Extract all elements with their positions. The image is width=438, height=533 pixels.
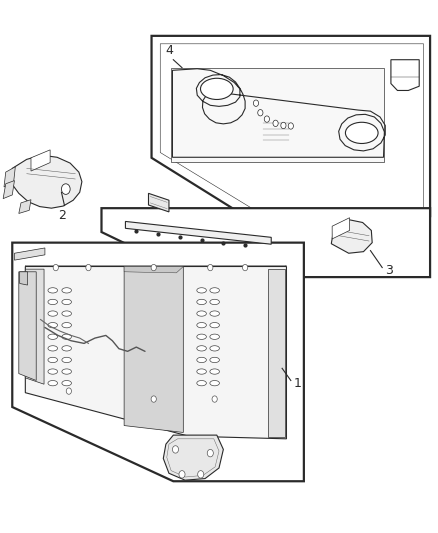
Ellipse shape — [62, 346, 71, 351]
Text: 2: 2 — [58, 209, 66, 222]
Ellipse shape — [197, 334, 206, 340]
Ellipse shape — [197, 300, 206, 305]
Ellipse shape — [210, 300, 219, 305]
Ellipse shape — [197, 288, 206, 293]
Ellipse shape — [62, 322, 71, 328]
Text: 4: 4 — [165, 44, 173, 57]
Text: 1: 1 — [294, 377, 302, 390]
Polygon shape — [331, 220, 372, 253]
Polygon shape — [124, 266, 184, 273]
Ellipse shape — [210, 346, 219, 351]
Ellipse shape — [48, 311, 57, 316]
Ellipse shape — [201, 78, 233, 100]
Circle shape — [253, 100, 258, 107]
Circle shape — [173, 446, 179, 453]
Ellipse shape — [210, 311, 219, 316]
Polygon shape — [102, 208, 430, 277]
Ellipse shape — [197, 369, 206, 374]
Polygon shape — [20, 272, 28, 285]
Circle shape — [179, 471, 185, 478]
Polygon shape — [124, 266, 184, 432]
Polygon shape — [152, 36, 430, 216]
Ellipse shape — [210, 381, 219, 386]
Ellipse shape — [197, 381, 206, 386]
Ellipse shape — [62, 311, 71, 316]
Ellipse shape — [48, 288, 57, 293]
Polygon shape — [148, 193, 169, 212]
Ellipse shape — [197, 311, 206, 316]
Circle shape — [61, 184, 70, 195]
Ellipse shape — [62, 334, 71, 340]
Polygon shape — [14, 248, 45, 260]
Polygon shape — [25, 266, 286, 439]
Circle shape — [151, 264, 156, 271]
Circle shape — [243, 264, 248, 271]
Circle shape — [207, 449, 213, 457]
Ellipse shape — [62, 300, 71, 305]
Polygon shape — [25, 265, 286, 273]
Ellipse shape — [346, 122, 378, 143]
Polygon shape — [11, 155, 82, 208]
Polygon shape — [4, 167, 15, 187]
Circle shape — [212, 396, 217, 402]
Polygon shape — [12, 243, 304, 481]
Circle shape — [281, 122, 286, 128]
Polygon shape — [163, 435, 223, 480]
Ellipse shape — [48, 346, 57, 351]
Circle shape — [288, 123, 293, 129]
Circle shape — [208, 264, 213, 271]
Polygon shape — [19, 272, 36, 381]
Ellipse shape — [62, 369, 71, 374]
Ellipse shape — [210, 322, 219, 328]
Ellipse shape — [197, 346, 206, 351]
Ellipse shape — [210, 288, 219, 293]
Circle shape — [151, 396, 156, 402]
Polygon shape — [332, 217, 350, 239]
Polygon shape — [25, 269, 44, 384]
Ellipse shape — [48, 381, 57, 386]
Polygon shape — [125, 221, 271, 244]
Polygon shape — [31, 150, 50, 171]
Ellipse shape — [48, 322, 57, 328]
Ellipse shape — [62, 357, 71, 362]
Ellipse shape — [210, 357, 219, 362]
Ellipse shape — [48, 369, 57, 374]
Polygon shape — [3, 181, 14, 199]
Polygon shape — [268, 269, 285, 437]
Ellipse shape — [62, 381, 71, 386]
Circle shape — [66, 388, 71, 394]
Text: 3: 3 — [385, 264, 393, 277]
Circle shape — [198, 471, 204, 478]
Circle shape — [264, 116, 269, 122]
Circle shape — [53, 264, 58, 271]
Ellipse shape — [62, 288, 71, 293]
Circle shape — [86, 264, 91, 271]
Circle shape — [258, 110, 263, 116]
Polygon shape — [171, 68, 385, 161]
Ellipse shape — [48, 300, 57, 305]
Ellipse shape — [48, 357, 57, 362]
Polygon shape — [19, 200, 31, 214]
Polygon shape — [391, 60, 419, 91]
Ellipse shape — [197, 357, 206, 362]
Ellipse shape — [197, 322, 206, 328]
Ellipse shape — [210, 334, 219, 340]
Ellipse shape — [48, 334, 57, 340]
Ellipse shape — [210, 369, 219, 374]
Circle shape — [273, 120, 278, 126]
